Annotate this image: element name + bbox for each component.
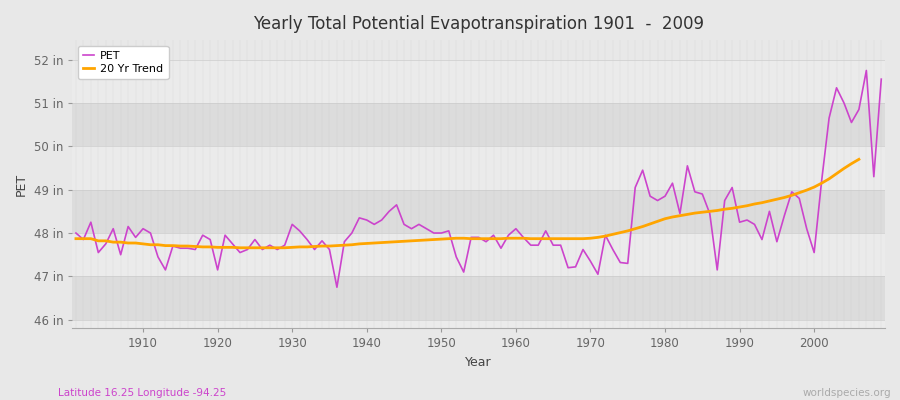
Line: 20 Yr Trend: 20 Yr Trend — [76, 159, 859, 248]
Bar — [72, 60, 885, 103]
Y-axis label: PET: PET — [15, 173, 28, 196]
20 Yr Trend — [70, 236, 81, 241]
PET — [346, 231, 357, 236]
20 Yr Trend — [757, 200, 768, 205]
PET — [861, 68, 872, 73]
Text: worldspecies.org: worldspecies.org — [803, 388, 891, 398]
20 Yr Trend — [540, 236, 551, 241]
X-axis label: Year: Year — [465, 356, 492, 369]
PET — [518, 235, 528, 240]
PET — [294, 228, 305, 233]
PET — [70, 231, 81, 236]
PET — [876, 77, 886, 82]
Line: PET: PET — [76, 70, 881, 287]
Bar — [72, 320, 885, 328]
Bar — [72, 276, 885, 320]
Legend: PET, 20 Yr Trend: PET, 20 Yr Trend — [77, 46, 168, 79]
20 Yr Trend — [585, 236, 596, 241]
Bar — [72, 190, 885, 233]
20 Yr Trend — [93, 238, 104, 243]
Text: Latitude 16.25 Longitude -94.25: Latitude 16.25 Longitude -94.25 — [58, 388, 227, 398]
PET — [130, 235, 141, 240]
Bar — [72, 233, 885, 276]
20 Yr Trend — [235, 245, 246, 250]
PET — [331, 285, 342, 290]
20 Yr Trend — [533, 236, 544, 241]
Bar — [72, 103, 885, 146]
PET — [608, 247, 618, 252]
20 Yr Trend — [853, 157, 864, 162]
Title: Yearly Total Potential Evapotranspiration 1901  -  2009: Yearly Total Potential Evapotranspiratio… — [253, 15, 704, 33]
20 Yr Trend — [615, 230, 626, 235]
Bar — [72, 146, 885, 190]
PET — [510, 226, 521, 231]
